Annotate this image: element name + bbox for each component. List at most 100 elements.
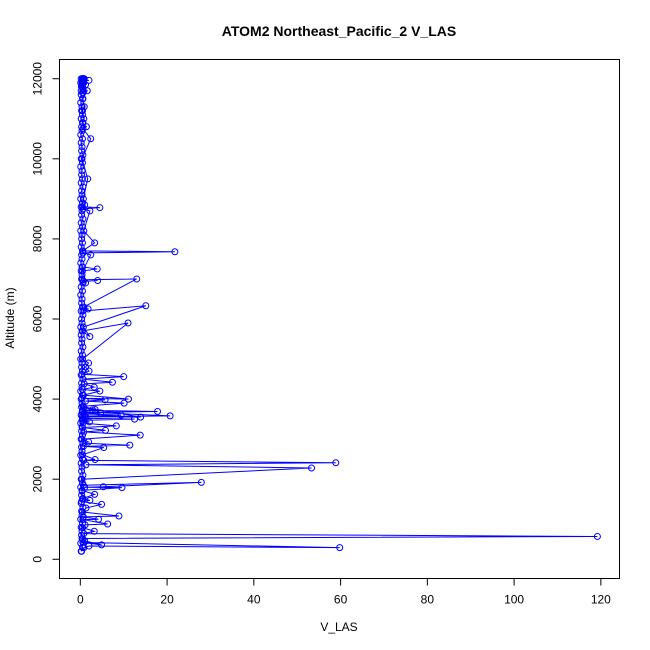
data-point [78,299,86,307]
data-point [77,459,85,467]
data-point [77,355,85,363]
data-point [78,467,86,475]
data-point [117,411,125,419]
data-point [91,239,99,247]
data-point [91,406,99,413]
data-point [77,387,85,395]
data-point [91,456,99,464]
data-point [78,199,86,207]
data-point [78,239,86,247]
chart-title: ATOM2 Northeast_Pacific_2 V_LAS [222,23,456,39]
data-point [79,183,87,191]
data-point [77,523,85,531]
data-point [78,339,86,347]
data-point [88,406,96,414]
data-point [77,419,85,427]
data-point [78,287,86,295]
data-point [78,403,86,411]
data-point [78,127,86,135]
data-point [85,418,93,426]
data-point [78,431,86,439]
data-point [78,223,86,231]
data-point [78,367,86,375]
data-point [90,383,98,391]
data-point [78,383,86,391]
data-point [77,99,85,107]
plot-area [77,75,601,555]
data-point [78,295,86,303]
data-point [85,367,93,375]
data-point [78,363,86,371]
data-point [77,323,85,331]
data-point [78,231,86,239]
data-point [96,387,104,395]
data-point [332,459,340,467]
data-point [79,535,87,543]
data-point [78,89,86,97]
data-point [104,520,112,528]
y-axis: 0 2000 4000 6000 8000 10000 12000 [31,62,60,563]
data-point [77,139,85,147]
y-tick-label: 6000 [31,305,45,332]
data-point [78,531,86,539]
data-point [86,207,94,215]
data-point [78,111,86,119]
data-point [77,115,85,123]
data-point [136,431,144,439]
data-point [77,435,85,443]
data-point [85,542,93,550]
data-point [77,283,85,291]
x-axis: 0 20 40 60 80 100 120 [77,578,611,607]
data-point [78,263,86,271]
x-tick-label: 20 [160,593,174,607]
x-tick-label: 80 [421,593,435,607]
y-tick-label: 0 [31,556,45,563]
series-line-1 [80,78,598,552]
data-point [133,275,141,283]
data-point [78,271,86,279]
data-point [78,171,86,179]
data-point [112,422,120,430]
data-point [79,247,87,255]
data-point [197,478,205,486]
data-point [120,399,128,407]
data-point [78,463,86,471]
data-point [94,277,102,285]
data-point [78,507,86,515]
data-point [99,483,107,491]
data-point [79,439,87,447]
data-point [77,227,85,235]
data-point [77,483,85,491]
data-point [77,347,85,355]
data-point [78,443,86,451]
data-point [78,275,86,283]
x-tick-label: 120 [591,593,611,607]
data-point [78,391,86,399]
data-point [79,279,87,287]
data-point [87,135,95,143]
data-point [77,291,85,299]
data-point [90,527,98,535]
x-axis-label: V_LAS [320,620,357,634]
data-point [77,547,85,555]
data-point [78,447,86,455]
data-point [79,311,87,319]
y-tick-label: 2000 [31,466,45,493]
data-point [78,103,86,111]
data-point [78,319,86,327]
data-point [77,203,85,211]
data-point [93,265,101,273]
data-point [77,87,85,95]
x-tick-label: 60 [334,593,348,607]
data-point [79,419,87,427]
x-tick-label: 0 [77,593,84,607]
data-point [77,475,85,483]
data-point [78,519,86,527]
data-point [78,235,86,243]
x-tick-label: 40 [247,593,261,607]
data-point [82,123,90,131]
data-point [97,409,105,417]
data-point [78,207,86,215]
data-point [77,371,85,379]
